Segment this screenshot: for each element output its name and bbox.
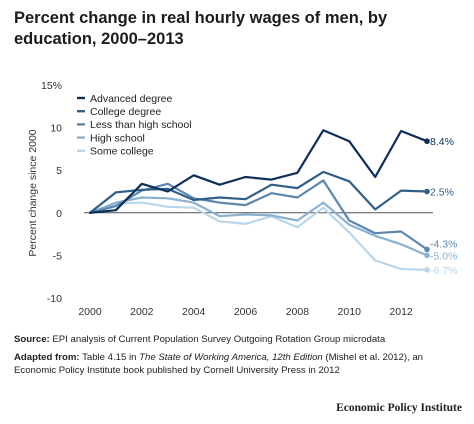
series-line <box>88 170 429 214</box>
legend-label: College degree <box>90 106 161 118</box>
series-end-label: -4.3% <box>430 238 457 250</box>
line-chart: Percent change since 2000 15% 10 5 0 -5 -10 2… <box>27 80 457 318</box>
y-tick-label: 15% <box>41 80 62 92</box>
adapted-label: Adapted from: <box>14 352 80 363</box>
x-tick-label: 2006 <box>234 306 258 318</box>
y-tick-label: 10 <box>50 123 62 135</box>
y-axis-title: Percent change since 2000 <box>27 129 39 256</box>
x-tick-label: 2000 <box>78 306 102 318</box>
y-axis-ticks: 15% 10 5 0 -5 -10 <box>41 80 62 305</box>
x-tick-label: 2012 <box>389 306 413 318</box>
y-axis-label: Percent change since 2000 <box>27 129 39 256</box>
chart-title: Percent change in real hourly wages of m… <box>14 9 388 48</box>
x-tick-label: 2008 <box>286 306 310 318</box>
x-tick-label: 2010 <box>338 306 362 318</box>
series-end-marker <box>424 252 430 259</box>
x-tick-label: 2004 <box>182 306 206 318</box>
x-tick-label: 2002 <box>130 306 154 318</box>
series-end-label: 8.4% <box>430 136 454 148</box>
y-tick-label: 5 <box>56 165 62 177</box>
series-end-label: -5.0% <box>430 250 457 262</box>
series-end-marker <box>424 188 430 195</box>
y-tick-label: -10 <box>47 293 62 305</box>
y-tick-label: -5 <box>53 250 62 262</box>
y-tick-label: 0 <box>56 208 62 220</box>
adapted-book-title: The State of Working America, 12th Editi… <box>139 352 323 363</box>
legend-label: Less than high school <box>90 119 192 131</box>
legend-label: Advanced degree <box>90 93 172 105</box>
source-text: EPI analysis of Current Population Surve… <box>52 334 386 345</box>
series-lines: 8.4% 2.5% -4.3%-5.0% -6.7% <box>88 129 457 277</box>
series-end-marker <box>424 246 430 253</box>
legend-label: High school <box>90 132 145 144</box>
legend-label: Some college <box>90 146 154 158</box>
source-note: Source: EPI analysis of Current Populati… <box>14 333 464 346</box>
series-end-marker <box>424 138 430 145</box>
series-end-label: -6.7% <box>430 265 457 277</box>
series-end-marker <box>424 267 430 273</box>
adapted-text-rest: (Mishel et al. 2012), an Economic Policy… <box>14 352 424 376</box>
series-line <box>88 196 429 257</box>
source-label: Source: <box>14 334 50 345</box>
chart-notes: Source: EPI analysis of Current Populati… <box>14 333 464 382</box>
series-line <box>88 201 429 271</box>
adapted-note: Adapted from: Table 4.15 in The State of… <box>14 351 464 377</box>
series-line <box>88 129 429 214</box>
adapted-text: Table 4.15 in <box>82 352 140 363</box>
x-axis-ticks: 2000 2002 2004 2006 2008 2010 2012 <box>78 306 413 318</box>
series-end-label: 2.5% <box>430 187 454 199</box>
organization-name: Economic Policy Institute <box>336 402 462 414</box>
